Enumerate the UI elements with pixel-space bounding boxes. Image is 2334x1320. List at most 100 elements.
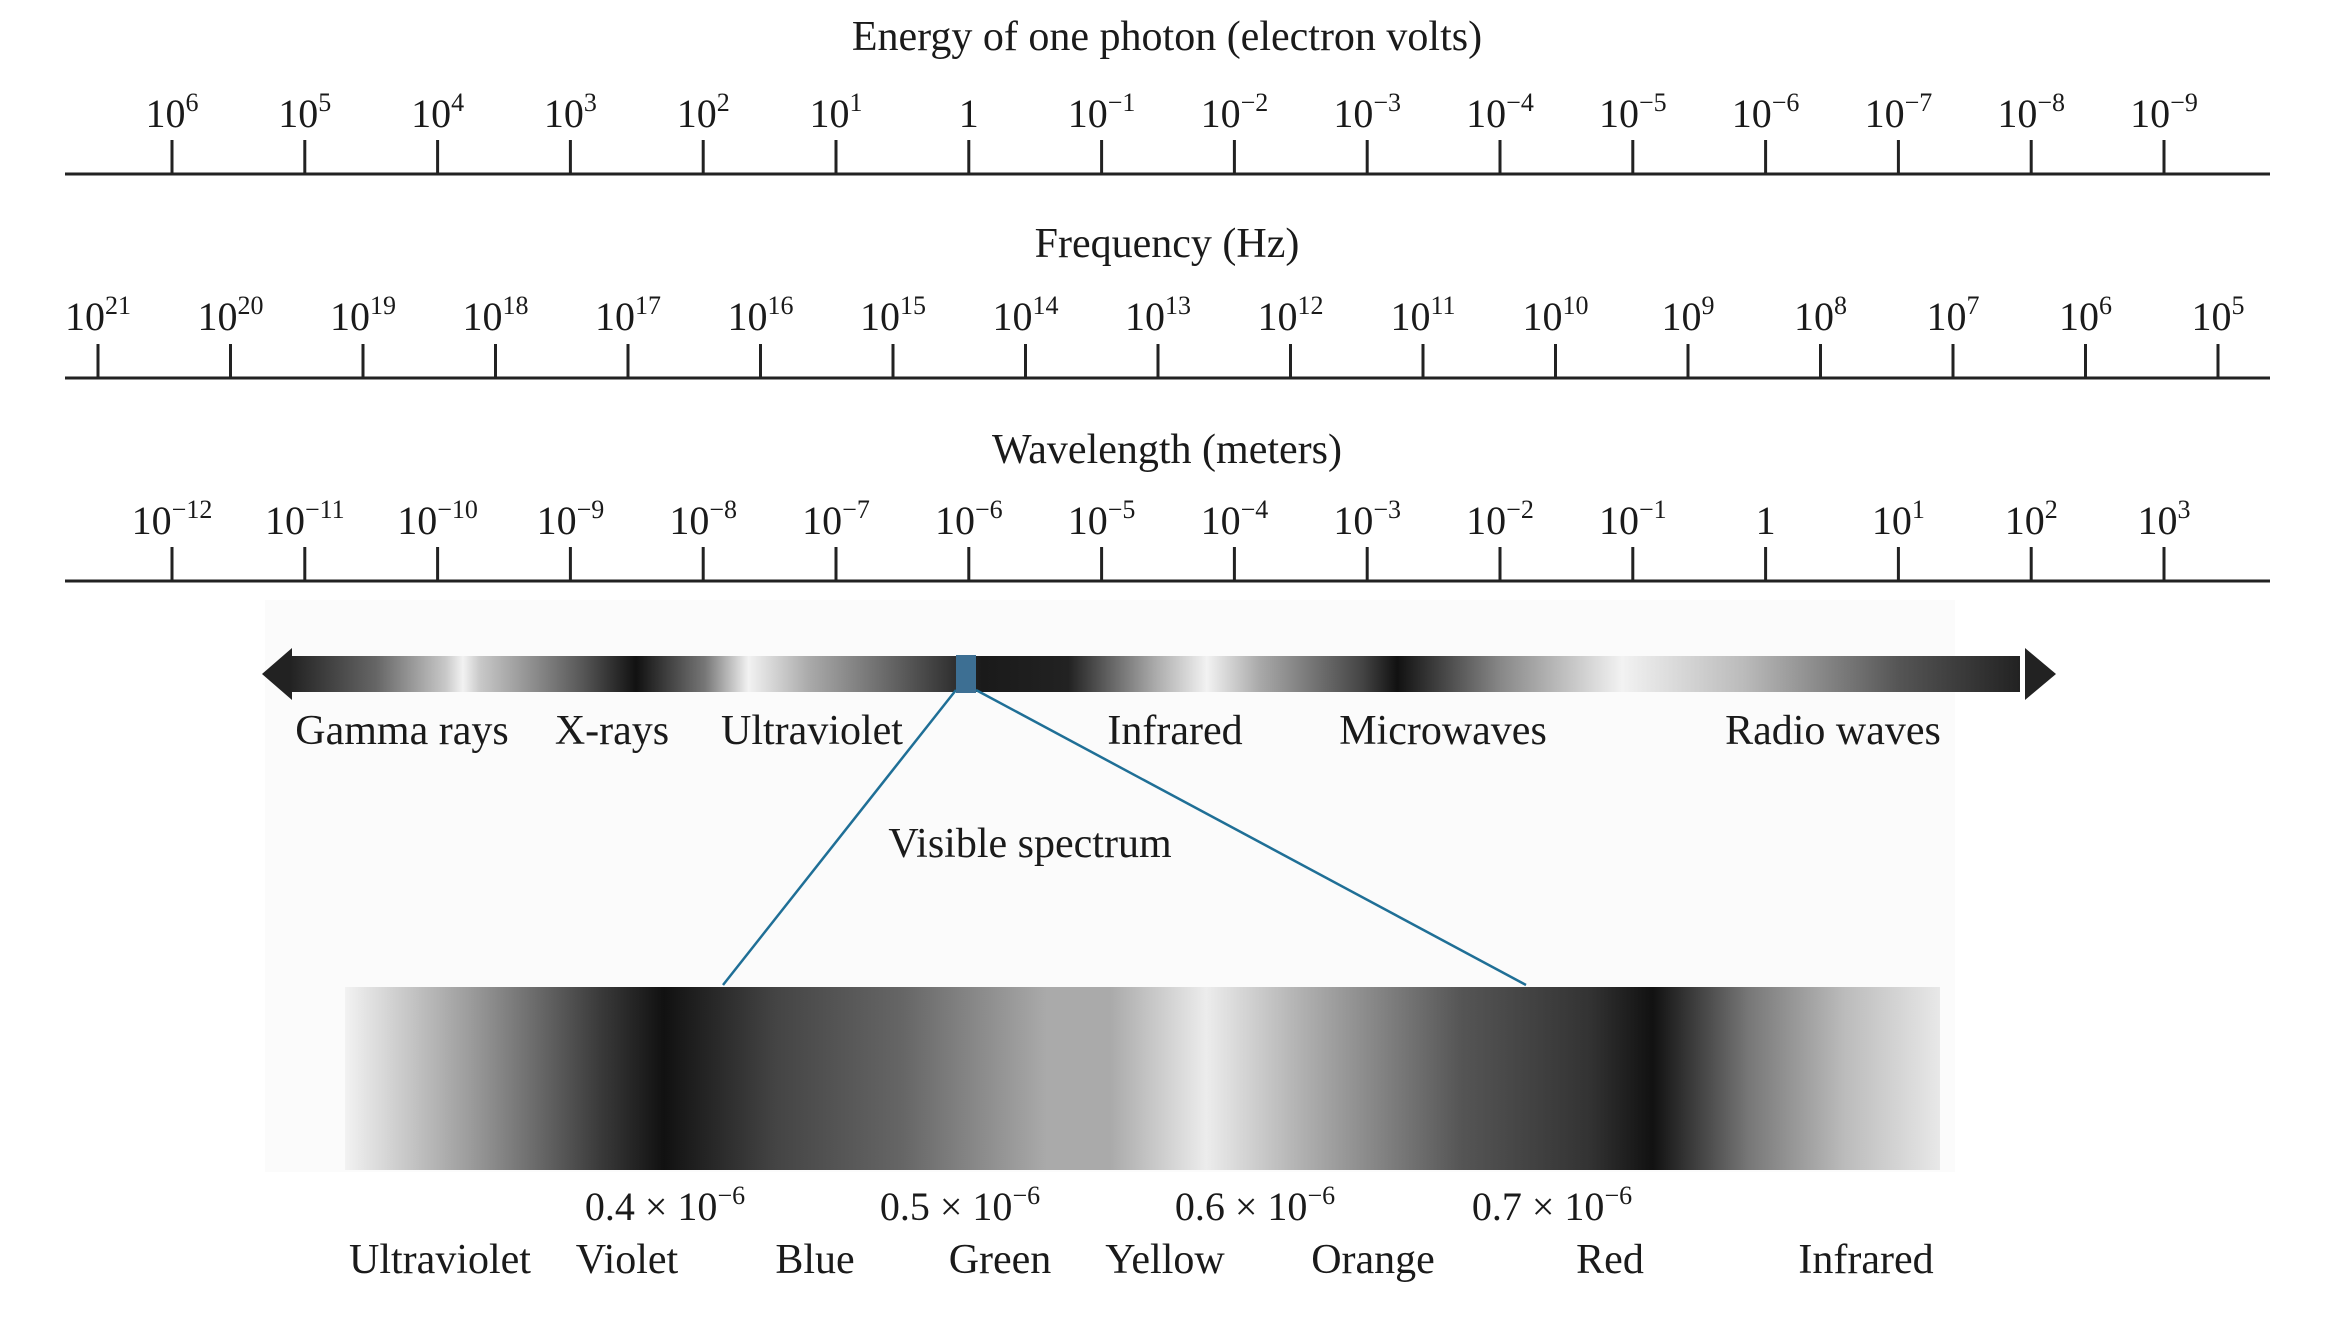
tick-label-base: 10 xyxy=(860,294,900,339)
energy-tick-label: 10−9 xyxy=(2130,88,2198,136)
visible-marker xyxy=(956,655,976,693)
tick-label-base: 10 xyxy=(1599,91,1639,136)
spectrum-bar xyxy=(290,656,2020,692)
wavelength-axis-ticks: 10−12 10−11 10−10 10−9 10−8 10−7 10−6 10−5 10−4 1… xyxy=(132,495,2191,581)
tick-label-exponent: 16 xyxy=(768,291,794,320)
tick-label-base: 1 xyxy=(959,91,979,136)
energy-tick-label: 106 xyxy=(146,88,199,136)
energy-tick-label: 104 xyxy=(411,88,464,136)
tick-label-base: 10 xyxy=(2059,294,2099,339)
energy-tick-label: 102 xyxy=(677,88,730,136)
tick-label-exponent: 6 xyxy=(186,88,199,117)
energy-tick-label: 103 xyxy=(544,88,597,136)
tick-label-base: 10 xyxy=(677,91,717,136)
tick-label-exponent: −9 xyxy=(2170,88,2198,117)
wavelength-exponent: −6 xyxy=(1012,1181,1040,1210)
frequency-tick-label: 106 xyxy=(2059,291,2112,339)
tick-label-exponent: −10 xyxy=(437,495,478,524)
wavelength-tick-label: 103 xyxy=(2138,495,2191,543)
wavelength-exponent: −6 xyxy=(1604,1181,1632,1210)
tick-label-exponent: 5 xyxy=(2232,291,2245,320)
band-label-xrays: X-rays xyxy=(555,708,669,754)
wavelength-coefficient: 0.7 × 10 xyxy=(1472,1184,1605,1229)
tick-label-base: 10 xyxy=(2005,498,2045,543)
wavelength-tick-label: 10−12 xyxy=(132,495,213,543)
tick-label-base: 10 xyxy=(810,91,850,136)
color-label-violet: Violet xyxy=(576,1237,679,1283)
tick-label-exponent: 15 xyxy=(900,291,926,320)
tick-label-base: 10 xyxy=(1201,91,1241,136)
tick-label-base: 10 xyxy=(65,294,105,339)
tick-label-base: 10 xyxy=(728,294,768,339)
energy-tick-label: 10−2 xyxy=(1201,88,1269,136)
band-label-radio: Radio waves xyxy=(1725,708,1941,754)
tick-label-exponent: 13 xyxy=(1165,291,1191,320)
color-label-green: Green xyxy=(949,1237,1052,1283)
wavelength-tick-label: 1 xyxy=(1756,498,1776,543)
tick-label-base: 10 xyxy=(1927,294,1967,339)
wavelength-exponent: −6 xyxy=(717,1181,745,1210)
visible-wavelength-label: 0.4 × 10−6 xyxy=(585,1181,745,1229)
frequency-tick-label: 1021 xyxy=(65,291,131,339)
energy-tick-label: 10−7 xyxy=(1865,88,1933,136)
tick-label-exponent: −5 xyxy=(1639,88,1667,117)
wavelength-tick-label: 10−10 xyxy=(397,495,478,543)
tick-label-base: 10 xyxy=(537,498,577,543)
tick-label-base: 10 xyxy=(1125,294,1165,339)
energy-tick-label: 10−6 xyxy=(1732,88,1800,136)
visible-spectrum-band xyxy=(345,987,1940,1170)
tick-label-exponent: −3 xyxy=(1373,495,1401,524)
tick-label-base: 10 xyxy=(1872,498,1912,543)
energy-tick-label: 101 xyxy=(810,88,863,136)
tick-label-exponent: −3 xyxy=(1373,88,1401,117)
tick-label-base: 10 xyxy=(802,498,842,543)
frequency-axis-ticks: 1021 1020 1019 1018 1017 1016 1015 1014 1013 1012… xyxy=(65,291,2245,378)
tick-label-base: 10 xyxy=(1466,91,1506,136)
tick-label-base: 10 xyxy=(1794,294,1834,339)
tick-label-base: 10 xyxy=(1333,498,1373,543)
tick-label-base: 10 xyxy=(330,294,370,339)
tick-label-base: 10 xyxy=(669,498,709,543)
wavelength-tick-label: 10−1 xyxy=(1599,495,1667,543)
spectrum-arrow-right-head xyxy=(2025,648,2056,700)
color-label-yellow: Yellow xyxy=(1105,1237,1225,1283)
energy-tick-label: 10−4 xyxy=(1466,88,1534,136)
tick-label-base: 10 xyxy=(132,498,172,543)
visible-connector-right xyxy=(975,688,1527,987)
tick-label-base: 10 xyxy=(1662,294,1702,339)
energy-tick-label: 10−1 xyxy=(1068,88,1136,136)
frequency-tick-label: 107 xyxy=(1927,291,1980,339)
tick-label-exponent: −7 xyxy=(842,495,870,524)
wavelength-exponent: −6 xyxy=(1307,1181,1335,1210)
energy-tick-label: 105 xyxy=(278,88,331,136)
tick-label-base: 10 xyxy=(397,498,437,543)
tick-label-base: 10 xyxy=(544,91,584,136)
color-label-blue: Blue xyxy=(775,1237,854,1283)
color-label-orange: Orange xyxy=(1311,1237,1435,1283)
tick-label-base: 10 xyxy=(1258,294,1298,339)
color-label-infrared: Infrared xyxy=(1798,1237,1933,1283)
tick-label-base: 10 xyxy=(2192,294,2232,339)
tick-label-exponent: 4 xyxy=(451,88,464,117)
visible-wavelength-labels: 0.4 × 10−6 0.5 × 10−6 0.6 × 10−6 0.7 × 10−6 xyxy=(585,1181,1632,1229)
wavelength-tick-label: 10−6 xyxy=(935,495,1003,543)
tick-label-exponent: −5 xyxy=(1108,495,1136,524)
frequency-tick-label: 1011 xyxy=(1390,291,1455,339)
visible-wavelength-label: 0.7 × 10−6 xyxy=(1472,1181,1632,1229)
tick-label-base: 10 xyxy=(595,294,635,339)
spectrum-arrow-bar xyxy=(262,648,2056,700)
tick-label-exponent: −9 xyxy=(577,495,605,524)
tick-label-exponent: 18 xyxy=(503,291,529,320)
visible-wavelength-label: 0.5 × 10−6 xyxy=(880,1181,1040,1229)
band-label-ultraviolet: Ultraviolet xyxy=(721,708,903,754)
visible-spectrum-label: Visible spectrum xyxy=(888,821,1172,867)
energy-tick-label: 10−8 xyxy=(1997,88,2065,136)
wavelength-tick-label: 10−11 xyxy=(265,495,345,543)
band-label-gamma: Gamma rays xyxy=(295,708,508,754)
tick-label-base: 10 xyxy=(198,294,238,339)
tick-label-exponent: −7 xyxy=(1905,88,1933,117)
frequency-tick-label: 1018 xyxy=(463,291,529,339)
tick-label-exponent: −11 xyxy=(305,495,345,524)
tick-label-exponent: 7 xyxy=(1967,291,1980,320)
tick-label-base: 10 xyxy=(463,294,503,339)
